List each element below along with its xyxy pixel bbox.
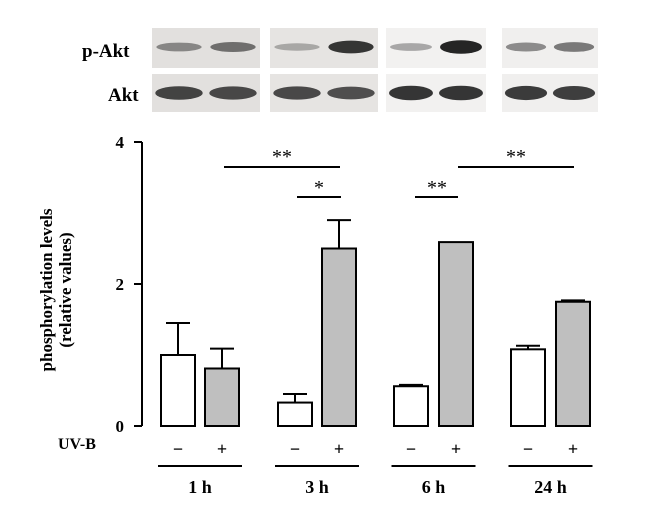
p-akt-band: [274, 43, 320, 51]
akt-band: [209, 86, 257, 100]
uvb-label: UV-B: [58, 436, 96, 453]
bar: [393, 385, 429, 427]
akt-band: [327, 86, 375, 100]
bar: [204, 367, 240, 427]
blot-panel: [386, 28, 486, 112]
blot-panel: [502, 28, 598, 112]
error-bar: [283, 393, 307, 403]
bar: [510, 348, 546, 428]
minus-sign: −: [406, 439, 416, 459]
blot-label-p-akt: p-Akt: [82, 41, 130, 62]
akt-band: [389, 85, 433, 101]
plus-sign: +: [451, 439, 461, 459]
bar: [277, 401, 313, 428]
akt-band: [504, 85, 548, 101]
bar: [438, 241, 474, 427]
y-tick-label: 4: [116, 133, 125, 152]
significance-marker: **: [458, 146, 574, 168]
significance-label: **: [427, 177, 447, 199]
akt-band: [155, 86, 203, 100]
significance-marker: **: [224, 146, 340, 168]
blot-label-akt: Akt: [108, 85, 139, 106]
blot-panel: [270, 28, 378, 112]
significance-label: **: [272, 146, 292, 168]
error-bar: [327, 219, 351, 249]
y-tick-label: 0: [116, 417, 125, 436]
significance-marker: **: [415, 177, 458, 199]
p-akt-band: [390, 43, 432, 51]
bar-chart: phosphorylation levels (relative values)…: [37, 133, 593, 497]
p-akt-band: [553, 42, 595, 52]
y-axis-label-line1: phosphorylation levels: [37, 208, 56, 371]
p-akt-band: [328, 40, 374, 54]
minus-sign: −: [173, 439, 183, 459]
group-label: 3 h: [305, 477, 329, 497]
y-axis-label-line2: (relative values): [56, 232, 75, 347]
p-akt-band: [440, 40, 482, 54]
significance-marker: *: [297, 177, 341, 199]
akt-band: [439, 85, 483, 101]
error-bar: [166, 322, 190, 355]
bar: [555, 300, 591, 427]
p-akt-band: [156, 42, 202, 52]
group-label: 6 h: [422, 477, 446, 497]
significance-label: **: [506, 146, 526, 168]
blot-panel: [152, 28, 260, 112]
akt-band: [552, 86, 596, 100]
plus-sign: +: [217, 439, 227, 459]
group-label: 24 h: [534, 477, 567, 497]
minus-sign: −: [290, 439, 300, 459]
group-label: 1 h: [188, 477, 212, 497]
akt-band: [273, 86, 321, 100]
plus-sign: +: [334, 439, 344, 459]
p-akt-band: [505, 42, 547, 52]
error-bar: [210, 347, 234, 369]
plus-sign: +: [568, 439, 578, 459]
bar: [321, 247, 357, 427]
y-tick-label: 2: [116, 275, 125, 294]
western-blot: p-Akt Akt: [82, 28, 598, 112]
p-akt-band: [210, 42, 256, 52]
bar: [160, 354, 196, 427]
minus-sign: −: [523, 439, 533, 459]
significance-label: *: [314, 177, 324, 199]
